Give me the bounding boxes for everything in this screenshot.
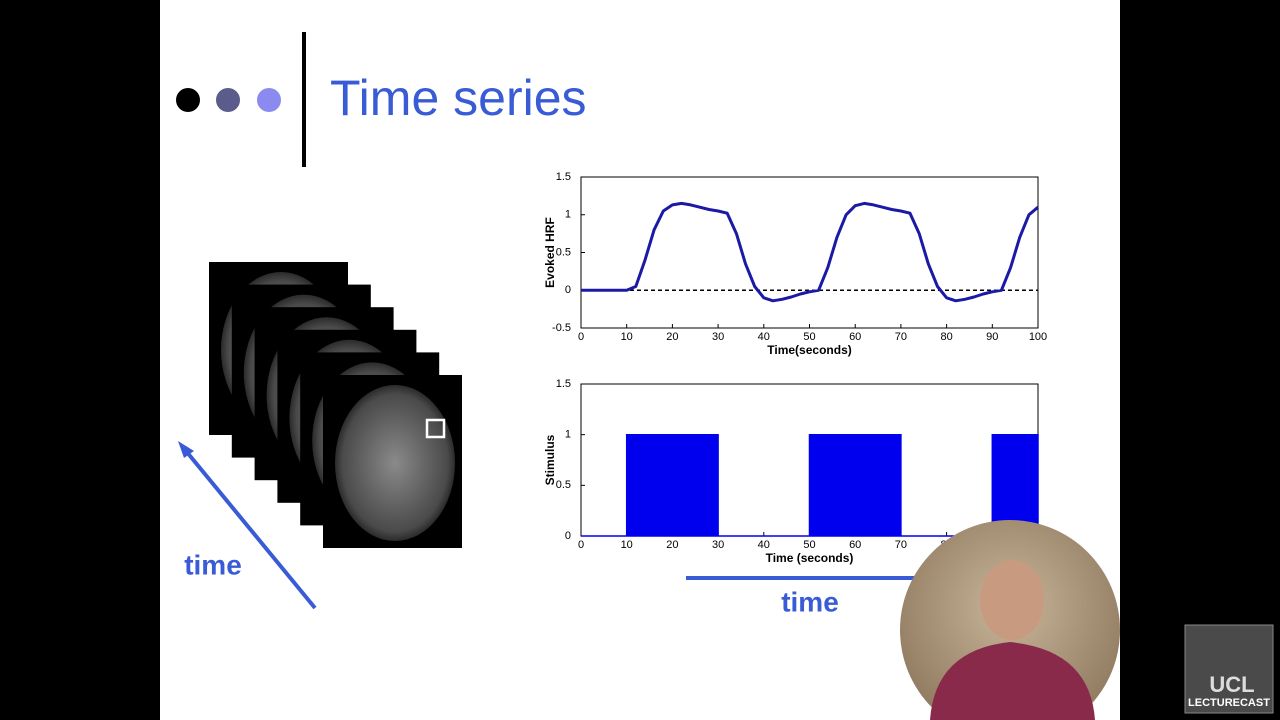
presenter-head (980, 560, 1044, 640)
x-axis-label: Time(seconds) (767, 343, 851, 357)
x-tick-label: 80 (940, 331, 952, 343)
x-tick-label: 0 (578, 331, 584, 343)
y-tick-label: 1 (565, 209, 571, 221)
charts: -0.500.511.50 10 20 30 40 50 60 70 80 90 100Time(s… (543, 171, 1047, 565)
voxel-box (425, 418, 446, 439)
x-tick-label: 10 (621, 331, 633, 343)
y-tick-label: 1.5 (556, 378, 571, 390)
brain-image (335, 385, 455, 541)
x-tick-label: 10 (621, 539, 633, 551)
y-axis-label: Evoked HRF (543, 217, 557, 288)
y-tick-label: 0 (565, 530, 571, 542)
y-tick-label: 0 (565, 284, 571, 296)
x-tick-label: 20 (666, 539, 678, 551)
bullet-dot (257, 88, 281, 112)
x-tick-label: 50 (803, 331, 815, 343)
x-tick-label: 60 (849, 331, 861, 343)
x-tick-label: 60 (849, 539, 861, 551)
x-tick-label: 70 (895, 331, 907, 343)
x-tick-label: 90 (986, 331, 998, 343)
x-tick-label: 20 (666, 331, 678, 343)
presenter-shirt (930, 642, 1095, 720)
time-arrow (184, 449, 317, 610)
x-axis-label: Time (seconds) (766, 551, 854, 565)
brain-stack (209, 262, 462, 548)
logo-box (1184, 624, 1274, 714)
x-tick-label: 30 (712, 539, 724, 551)
webcam (900, 520, 1120, 720)
y-tick-label: 0.5 (556, 479, 571, 491)
x-tick-label: 100 (1029, 331, 1047, 343)
bullet-dot (216, 88, 240, 112)
x-tick-label: 40 (758, 539, 770, 551)
logo-text: UCL (1209, 672, 1254, 697)
arrow-head (178, 441, 194, 458)
x-tick-label: 30 (712, 331, 724, 343)
y-tick-label: 1.5 (556, 171, 571, 183)
x-tick-label: 70 (895, 539, 907, 551)
y-tick-label: 1 (565, 429, 571, 441)
y-tick-label: -0.5 (552, 322, 571, 334)
arrow-label: time (184, 549, 242, 580)
y-axis-label: Stimulus (543, 434, 557, 485)
logo-text: LECTURECAST (1188, 697, 1270, 709)
hrf-line (581, 201, 1039, 303)
x-tick-label: 0 (578, 539, 584, 551)
y-tick-label: 0.5 (556, 246, 571, 258)
stimulus-area (581, 433, 1039, 537)
bullet-dot (176, 88, 200, 112)
x-tick-label: 40 (758, 331, 770, 343)
slide-title: Time series (330, 70, 587, 126)
plot-area (580, 176, 1039, 329)
x-tick-label: 50 (803, 539, 815, 551)
timeline-label: time (781, 586, 839, 617)
